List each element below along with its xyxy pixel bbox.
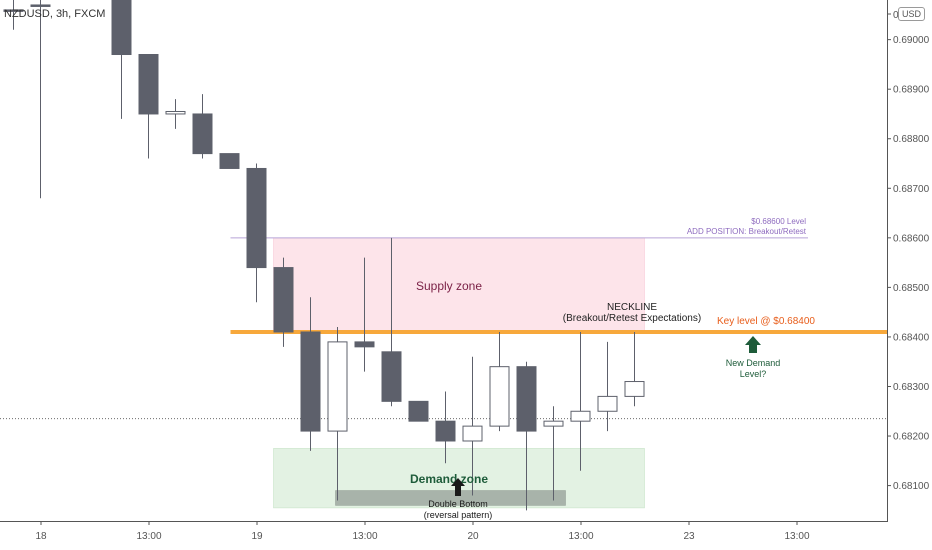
price-scale-bg [887,0,932,521]
candle-body [597,395,618,412]
candle [516,361,537,511]
candle-body [624,381,645,397]
candle [192,94,213,159]
candle-body [111,0,132,56]
candle [219,153,240,169]
zones [273,237,645,509]
supply-zone-label: Supply zone [416,279,482,293]
y-tick-label: 0.68900 [893,85,930,96]
y-tick-label: 0.68500 [893,283,930,294]
candle [597,341,618,432]
levels [0,237,887,420]
y-tick-label: 0.68700 [893,184,930,195]
candle [111,0,132,119]
candle-body [462,425,483,442]
candle-body [570,410,591,422]
candle [570,331,591,471]
time-axis-bg [0,521,932,550]
new-demand-arrow-icon [745,336,761,353]
candle-body [219,153,240,169]
neckline-label: NECKLINE [607,302,657,313]
y-tick-label: 0 [893,10,899,21]
candle-body [30,4,51,7]
candle [489,331,510,432]
supply-zone [273,237,645,333]
candle [327,327,348,501]
candle-body [3,9,24,12]
y-tick-label: 0.69000 [893,35,930,46]
candle [462,356,483,496]
candle [138,54,159,159]
candle [624,331,645,407]
x-tick-label: 13:00 [568,531,593,542]
candle-body [138,54,159,115]
x-tick-label: 23 [683,531,695,542]
level-label-1: $0.68600 Level [751,217,806,226]
candle-body [381,351,402,402]
y-tick-label: 0.68800 [893,134,930,145]
double-bottom-arrow-icon [451,478,465,496]
y-tick-label: 0.68600 [893,233,930,244]
candle-body [165,110,186,115]
y-tick-label: 0.68300 [893,382,930,393]
demand-zone-label: Demand zone [410,472,488,486]
candle-body [489,366,510,427]
double-bottom-sublabel: (reversal pattern) [424,510,493,520]
candles [3,0,645,511]
candle-body [435,420,456,442]
new-demand-label: New Demand [726,358,781,368]
candle-body [273,267,294,333]
candle [300,297,321,451]
candle-body [327,341,348,432]
new-demand-sublabel: Level? [740,369,767,379]
candle-body [516,366,537,432]
x-tick-label: 19 [251,531,263,542]
candle [435,391,456,464]
candle [408,400,429,422]
candle [30,0,51,199]
double-bottom-label: Double Bottom [428,499,488,509]
x-tick-label: 13:00 [784,531,809,542]
double-bottom-band [335,490,566,506]
y-tick-label: 0.68400 [893,332,930,343]
candle-body [246,167,267,269]
candle-body [192,113,213,155]
symbol-label[interactable]: NZDUSD, 3h, FXCM [4,8,106,20]
x-tick-label: 13:00 [136,531,161,542]
candle-body [543,420,564,427]
key-level-label: Key level @ $0.68400 [717,316,815,327]
candle [354,257,375,372]
y-tick-label: 0.68200 [893,432,930,443]
level-label-2: ADD POSITION: Breakout/Retest [687,227,807,236]
candle [543,406,564,501]
candle-body [408,400,429,422]
candle [165,99,186,129]
candle [273,257,294,347]
currency-badge[interactable]: USD [898,7,926,21]
candle-body [354,341,375,348]
x-tick-label: 18 [35,531,47,542]
candle-body [300,331,321,432]
y-tick-label: 0.68100 [893,481,930,492]
annotations: Supply zone Demand zone Key level @ $0.684… [410,217,815,520]
x-tick-label: 13:00 [352,531,377,542]
x-tick-label: 20 [467,531,479,542]
neckline-sublabel: (Breakout/Retest Expectations) [563,313,701,324]
candle [246,163,267,303]
candle [381,237,402,407]
candle [3,0,24,30]
